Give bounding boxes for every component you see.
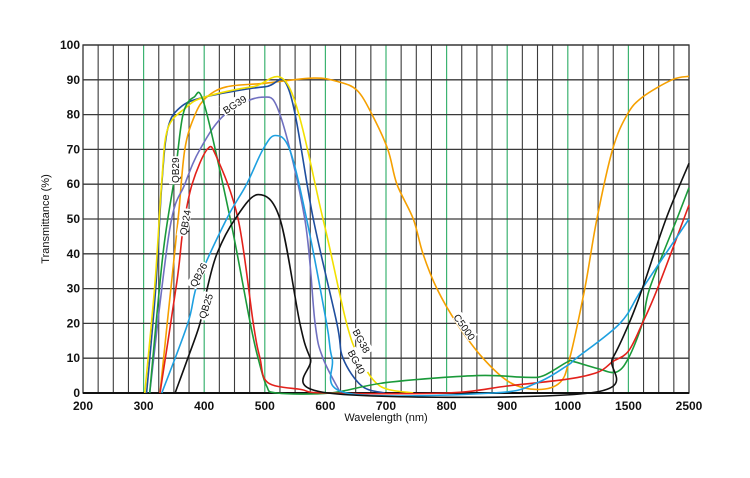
x-tick-label: 1000 <box>554 399 581 413</box>
y-tick-label: 70 <box>67 142 81 156</box>
series-line-qb24 <box>159 145 690 395</box>
series-line-c5000 <box>159 75 690 394</box>
y-tick-label: 100 <box>60 38 80 52</box>
x-tick-label: 600 <box>315 399 335 413</box>
label-background <box>219 91 250 116</box>
x-tick-label: 400 <box>194 399 214 413</box>
label-background <box>195 290 215 321</box>
curve-label-text: QB25 <box>198 292 216 320</box>
y-tick-label: 80 <box>67 108 81 122</box>
x-tick-label: 800 <box>437 399 457 413</box>
x-tick-label: 900 <box>497 399 517 413</box>
x-tick-label: 1500 <box>615 399 642 413</box>
series-line-qb25 <box>174 162 690 399</box>
curve-label-qb29: QB29 <box>169 156 182 185</box>
x-tick-label: 500 <box>255 399 275 413</box>
curve-label-text: C5000 <box>451 313 477 344</box>
x-tick-label: 2500 <box>676 399 703 413</box>
curve-label-c5000: C5000 <box>451 311 478 344</box>
x-tick-label: 700 <box>376 399 396 413</box>
y-tick-label: 30 <box>67 282 81 296</box>
curve-label-qb25: QB25 <box>195 290 216 321</box>
grid <box>82 44 690 394</box>
y-tick-label: 60 <box>67 177 81 191</box>
label-background <box>350 325 374 356</box>
curve-label-text: QB24 <box>179 209 194 237</box>
curve-label-text: QB29 <box>171 157 182 183</box>
y-tick-label: 10 <box>67 351 81 365</box>
label-background <box>176 207 193 238</box>
series-line-qb26 <box>161 134 690 397</box>
curve-label-qb24: QB24 <box>176 207 194 238</box>
axis-ticks: 200 300 400 500 600 700 800 900 1000 1500 2500 0 10 2… <box>60 38 703 413</box>
x-axis-label: Wavelength (nm) <box>344 412 427 424</box>
label-background <box>452 311 478 342</box>
label-background <box>186 259 210 290</box>
series-line-bg39 <box>148 96 342 394</box>
y-tick-label: 40 <box>67 247 81 261</box>
y-tick-label: 20 <box>67 316 81 330</box>
y-tick-label: 0 <box>73 386 80 400</box>
series-layer <box>144 75 690 399</box>
label-background <box>345 346 369 377</box>
y-tick-label: 50 <box>67 212 81 226</box>
series-line-qb29 <box>148 91 690 395</box>
x-tick-label: 200 <box>73 399 93 413</box>
x-tick-label: 300 <box>134 399 154 413</box>
label-background <box>169 156 181 185</box>
y-axis-label: Transmittance (%) <box>40 174 52 263</box>
y-tick-label: 90 <box>67 73 81 87</box>
